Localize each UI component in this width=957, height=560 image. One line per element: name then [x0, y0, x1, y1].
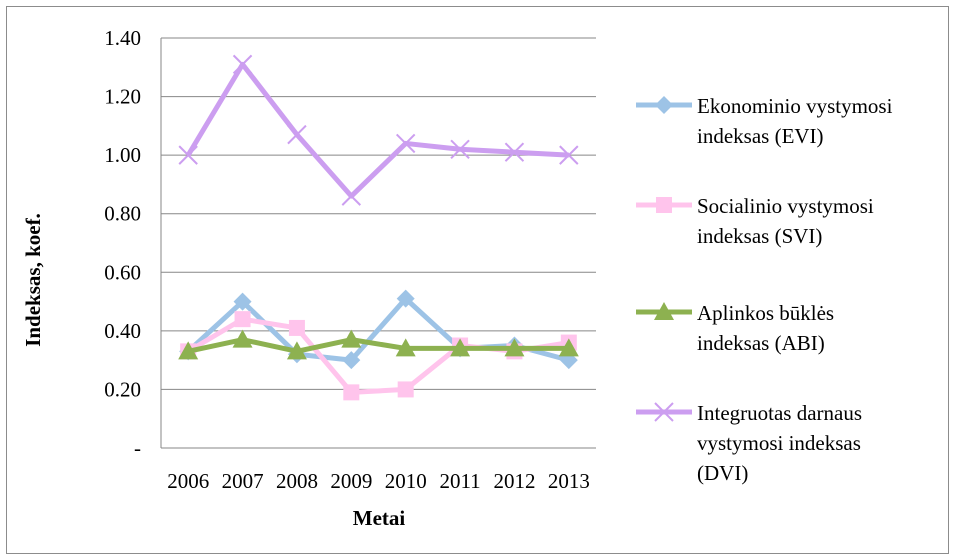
x-tick-label: 2010 — [385, 469, 427, 493]
legend-label: Ekonominio vystymosi — [697, 94, 893, 118]
legend-label: Integruotas darnaus — [697, 401, 862, 425]
y-tick-label: 0.80 — [104, 202, 141, 226]
legend-entry: Integruotas darnaus vystymosi indeksas (DV… — [636, 401, 862, 485]
data-point — [450, 139, 470, 159]
legend-label: Aplinkos būklės — [697, 301, 834, 325]
legend: Ekonominio vystymosi indeksas (EVI) Social… — [636, 94, 893, 485]
series-line — [187, 337, 569, 354]
legend-label: indeksas (EVI) — [697, 124, 824, 148]
series-lines — [178, 54, 579, 401]
series-x — [178, 54, 579, 206]
data-point — [233, 292, 252, 311]
legend-label: (DVI) — [697, 461, 748, 485]
data-point — [234, 311, 251, 328]
gridlines — [161, 37, 596, 390]
x-tick-label: 2006 — [167, 469, 209, 493]
y-tick-label: 1.40 — [104, 26, 141, 50]
data-point — [341, 186, 362, 206]
y-tick-label: 0.20 — [104, 377, 141, 401]
data-point — [397, 381, 414, 398]
y-tick-label: 1.20 — [104, 85, 141, 109]
data-point — [342, 351, 361, 370]
x-tick-label: 2011 — [439, 469, 480, 493]
chart-frame — [6, 6, 949, 554]
data-point — [178, 341, 199, 360]
data-point — [504, 142, 525, 162]
legend-marker — [654, 302, 674, 320]
y-tick-label: - — [134, 436, 141, 460]
data-point — [559, 145, 579, 165]
x-tick-label: 2012 — [493, 469, 535, 493]
tick-labels: - 0.20 0.40 0.60 0.80 1.00 1.20 1.40 2006 2007 200… — [104, 26, 590, 493]
legend-entry: Socialinio vystymosi indeksas (SVI) — [636, 194, 874, 248]
data-point — [287, 124, 307, 145]
data-point — [395, 338, 416, 357]
x-tick-label: 2013 — [548, 469, 590, 493]
legend-entry: Ekonominio vystymosi indeksas (EVI) — [636, 94, 893, 148]
x-axis-title: Metai — [353, 506, 406, 530]
legend-label: indeksas (ABI) — [697, 331, 825, 355]
series-line — [186, 61, 569, 199]
legend-marker — [656, 197, 672, 213]
data-point — [343, 384, 360, 401]
legend-marker — [654, 402, 674, 422]
data-point — [288, 319, 305, 336]
legend-label: indeksas (SVI) — [697, 224, 822, 248]
legend-marker — [655, 96, 673, 114]
y-tick-label: 0.60 — [104, 260, 141, 284]
legend-label: Socialinio vystymosi — [697, 194, 874, 218]
data-point — [232, 329, 253, 348]
data-point — [558, 338, 579, 357]
x-tick-label: 2008 — [276, 469, 318, 493]
data-point — [178, 145, 198, 165]
x-tick-label: 2009 — [330, 469, 372, 493]
data-point — [232, 54, 253, 75]
data-point — [395, 133, 416, 154]
y-axis-title: Indeksas, koef. — [21, 213, 45, 347]
data-point — [504, 338, 525, 357]
axes — [160, 38, 596, 449]
data-point — [396, 289, 415, 308]
legend-label: vystymosi indeksas — [697, 431, 861, 455]
data-point — [341, 329, 362, 348]
data-point — [450, 338, 471, 357]
data-point — [286, 341, 307, 360]
y-tick-label: 1.00 — [104, 143, 141, 167]
y-tick-label: 0.40 — [104, 319, 141, 343]
legend-entry: Aplinkos būklės indeksas (ABI) — [636, 301, 834, 355]
series-triangle — [178, 329, 579, 360]
x-tick-label: 2007 — [222, 469, 264, 493]
